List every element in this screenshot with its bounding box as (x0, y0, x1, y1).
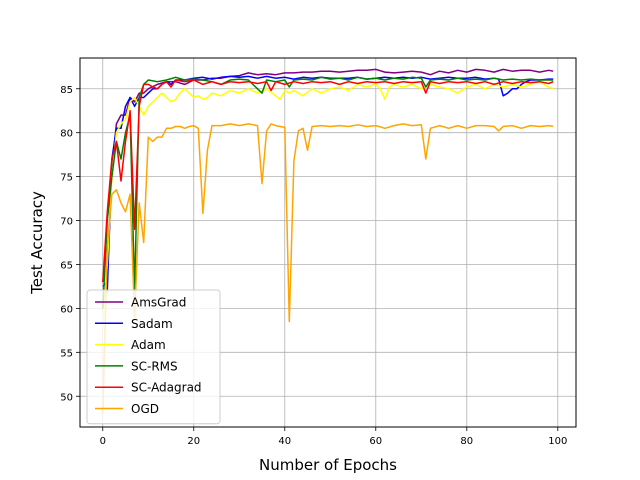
legend-label: Sadam (131, 317, 173, 331)
x-tick-label: 40 (278, 436, 291, 447)
x-axis-ticks: 0 20 40 60 80 100 (100, 427, 567, 447)
x-tick-label: 100 (548, 436, 567, 447)
series-line-ogd (102, 123, 554, 414)
legend-label: SC-RMS (131, 359, 178, 373)
y-tick-label: 80 (60, 129, 73, 140)
x-axis-label: Number of Epochs (259, 456, 397, 474)
legend-label: Adam (131, 338, 166, 352)
legend-label: AmsGrad (131, 296, 186, 310)
x-tick-label: 80 (460, 436, 473, 447)
x-tick-label: 60 (369, 436, 382, 447)
y-tick-label: 55 (60, 348, 73, 359)
series-line-sc-adagrad (102, 79, 554, 283)
x-tick-label: 0 (100, 436, 106, 447)
series-line-adam (102, 80, 554, 327)
y-axis-ticks: 50 55 60 65 70 75 80 85 (60, 85, 80, 403)
grid (80, 58, 576, 427)
y-tick-label: 70 (60, 217, 73, 228)
y-tick-label: 85 (60, 85, 73, 96)
y-axis-label: Test Accuracy (28, 191, 46, 295)
legend: AmsGrad Sadam Adam SC-RMS SC-Adagrad OGD (86, 289, 221, 425)
y-tick-label: 65 (60, 260, 73, 271)
legend-label: OGD (131, 402, 159, 416)
plot-frame (79, 57, 577, 428)
y-tick-label: 50 (60, 392, 73, 403)
y-tick-label: 75 (60, 173, 73, 184)
legend-label: SC-Adagrad (131, 381, 202, 395)
x-tick-label: 20 (187, 436, 200, 447)
series-line-amsgrad (102, 68, 554, 287)
series-line-sc-rms (102, 76, 554, 309)
series-lines (102, 68, 554, 414)
series-line-sadam (102, 75, 554, 300)
y-tick-label: 60 (60, 304, 73, 315)
